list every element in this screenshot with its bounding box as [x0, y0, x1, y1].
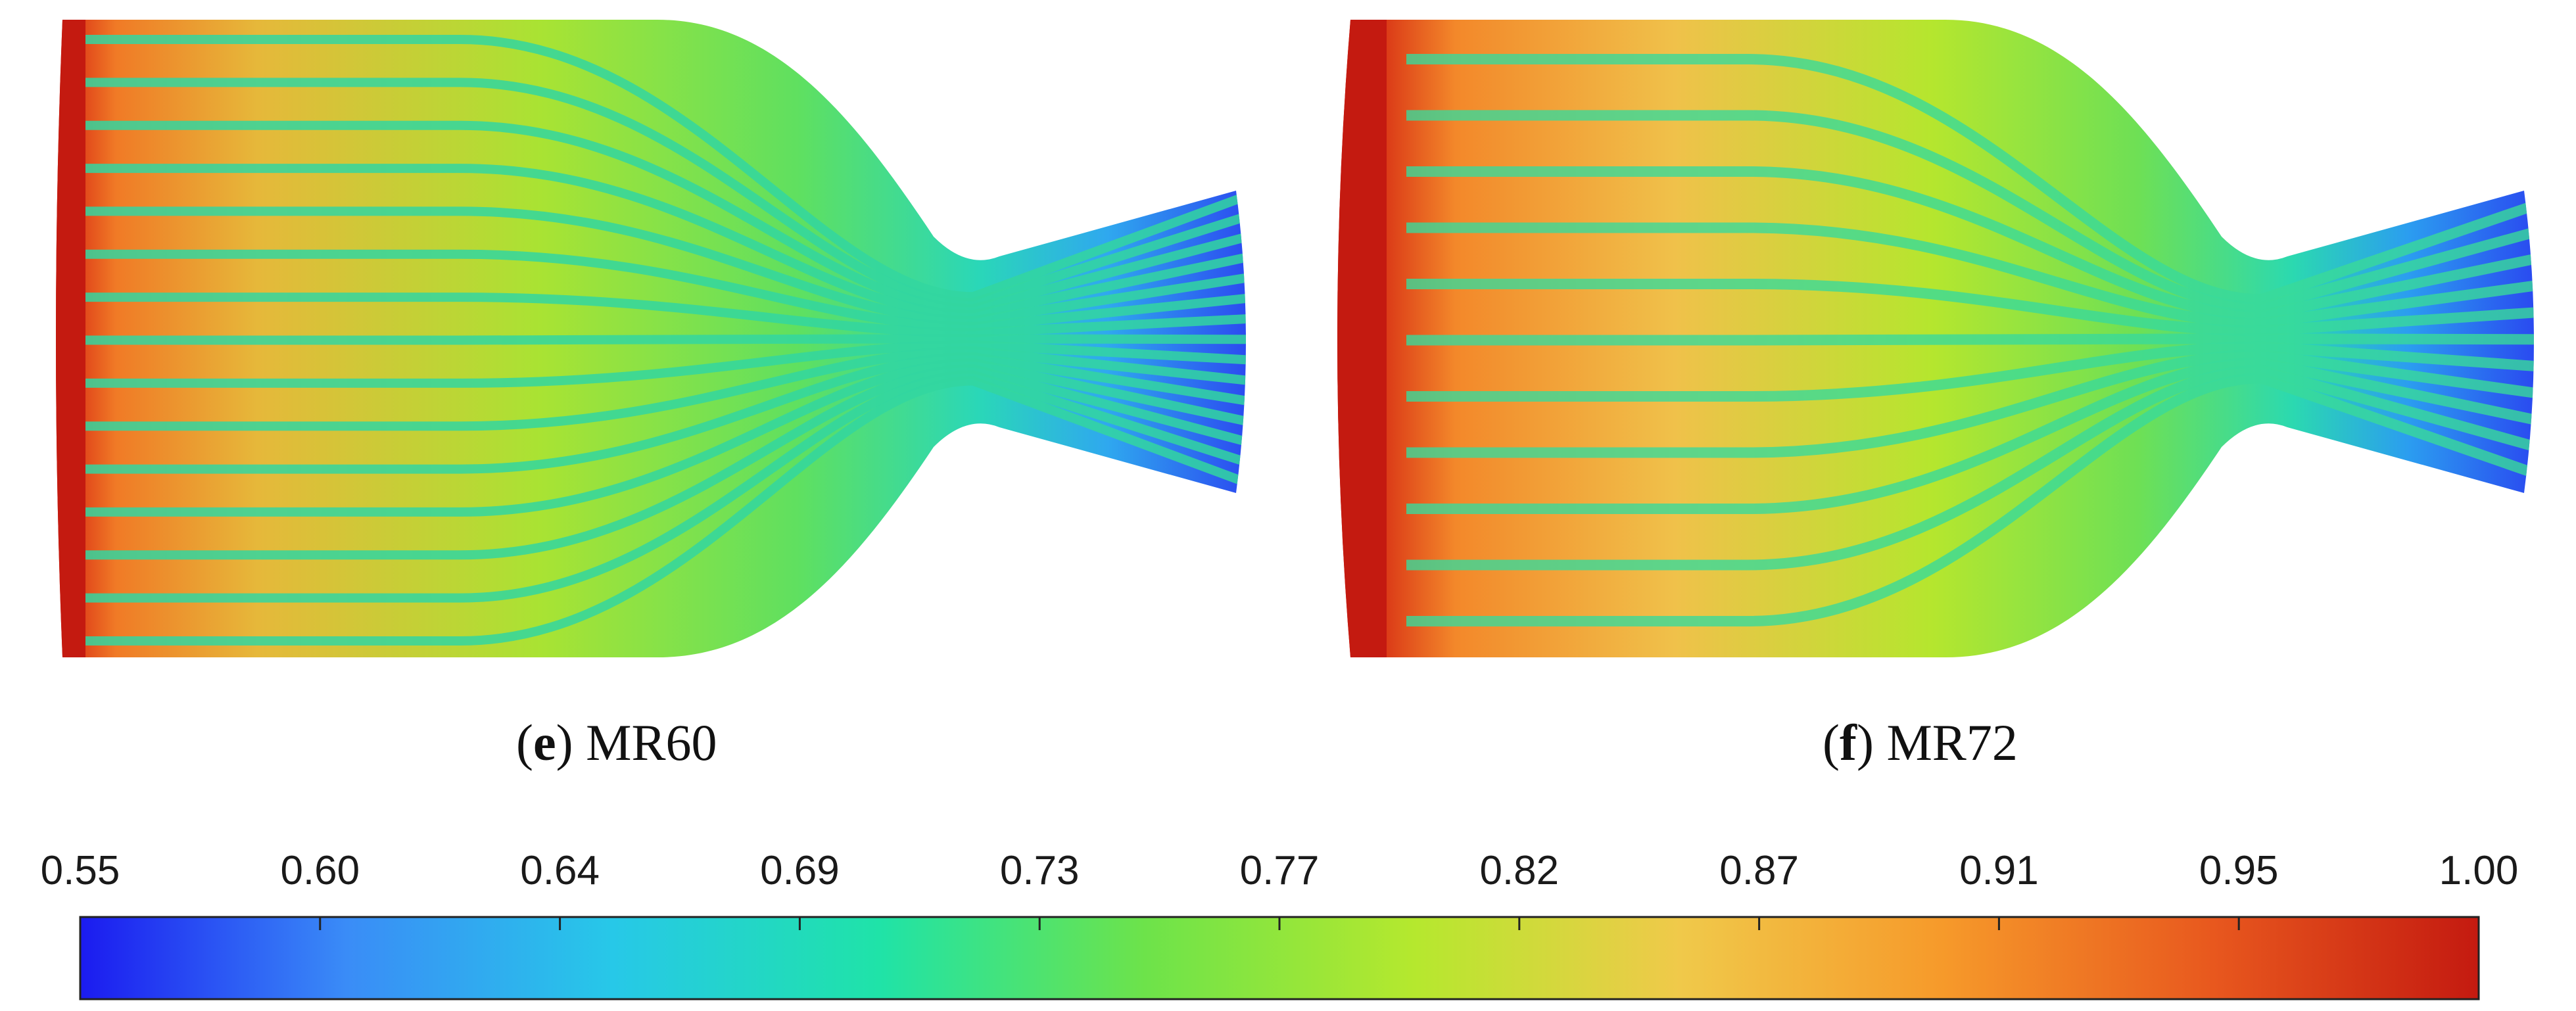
- flow-streak: [1406, 349, 2534, 458]
- nozzle-contour-mr60: [0, 0, 1288, 684]
- flow-streak: [85, 358, 1246, 517]
- flow-streak: [85, 164, 1246, 319]
- colorbar: 0.55 0.60 0.64 0.69 0.73 0.77 0.82 0.87 0.91 0.95…: [41, 848, 2519, 1000]
- colorbar-tick-label: 0.77: [1240, 848, 1320, 893]
- flow-streak: [85, 340, 1246, 388]
- panel-caption-f: (f) MR72: [1823, 714, 2018, 771]
- flow-streak: [85, 376, 1246, 646]
- flow-streak: [1406, 357, 2534, 514]
- colorbar-tick-label: 0.87: [1719, 848, 1799, 893]
- nozzle-contour-mr72-svg: [1337, 20, 2534, 657]
- flow-streak: [1406, 373, 2534, 626]
- panel-caption-e: (e) MR60: [516, 714, 717, 771]
- flow-streak: [1406, 110, 2534, 313]
- colorbar-tick-label: 0.64: [520, 848, 600, 893]
- flow-streak: [85, 120, 1246, 314]
- flow-streak: [1406, 365, 2534, 571]
- nozzle-f-field: [1337, 20, 2534, 657]
- flow-streak: [1406, 54, 2534, 305]
- flow-streak: [1406, 279, 2534, 337]
- colorbar-tick-label: 1.00: [2439, 848, 2519, 893]
- colorbar-tick-label: 0.82: [1479, 848, 1559, 893]
- colorbar-tick-label: 0.91: [1959, 848, 2039, 893]
- colorbar-tick-label: 0.95: [2199, 848, 2279, 893]
- flow-streak: [85, 293, 1246, 338]
- flow-streak: [85, 346, 1246, 431]
- panel-label-e: MR60: [586, 714, 717, 771]
- colorbar-bar: [79, 916, 2480, 1000]
- flow-streak: [85, 249, 1246, 332]
- flow-streak: [85, 364, 1246, 560]
- flow-streak: [85, 78, 1246, 308]
- nozzle-contour-mr72: [1288, 0, 2576, 684]
- colorbar-tick-label: 0.60: [280, 848, 360, 893]
- flow-streak: [1406, 341, 2534, 402]
- panel-label-f: MR72: [1886, 714, 2018, 771]
- flow-streak: [85, 35, 1246, 302]
- flow-streak: [85, 370, 1246, 603]
- flow-streak: [1406, 333, 2534, 346]
- panel-letter-f: f: [1839, 714, 1857, 771]
- flow-streak: [85, 206, 1246, 325]
- flow-streak: [1406, 166, 2534, 321]
- nozzle-e-field: [56, 20, 1246, 657]
- colorbar-ticks: 0.55 0.60 0.64 0.69 0.73 0.77 0.82 0.87 0.91 0.95…: [41, 848, 2519, 893]
- flow-streak: [1406, 222, 2534, 329]
- colorbar-tick-label: 0.69: [760, 848, 840, 893]
- flow-streak: [85, 334, 1246, 345]
- panel-letter-e: e: [533, 714, 556, 771]
- colorbar-tick-marks: [79, 917, 2480, 930]
- colorbar-tick-label: 0.55: [41, 848, 120, 893]
- colorbar-tick-label: 0.73: [1000, 848, 1080, 893]
- flow-streak: [85, 352, 1246, 474]
- nozzle-contour-mr60-svg: [56, 20, 1246, 657]
